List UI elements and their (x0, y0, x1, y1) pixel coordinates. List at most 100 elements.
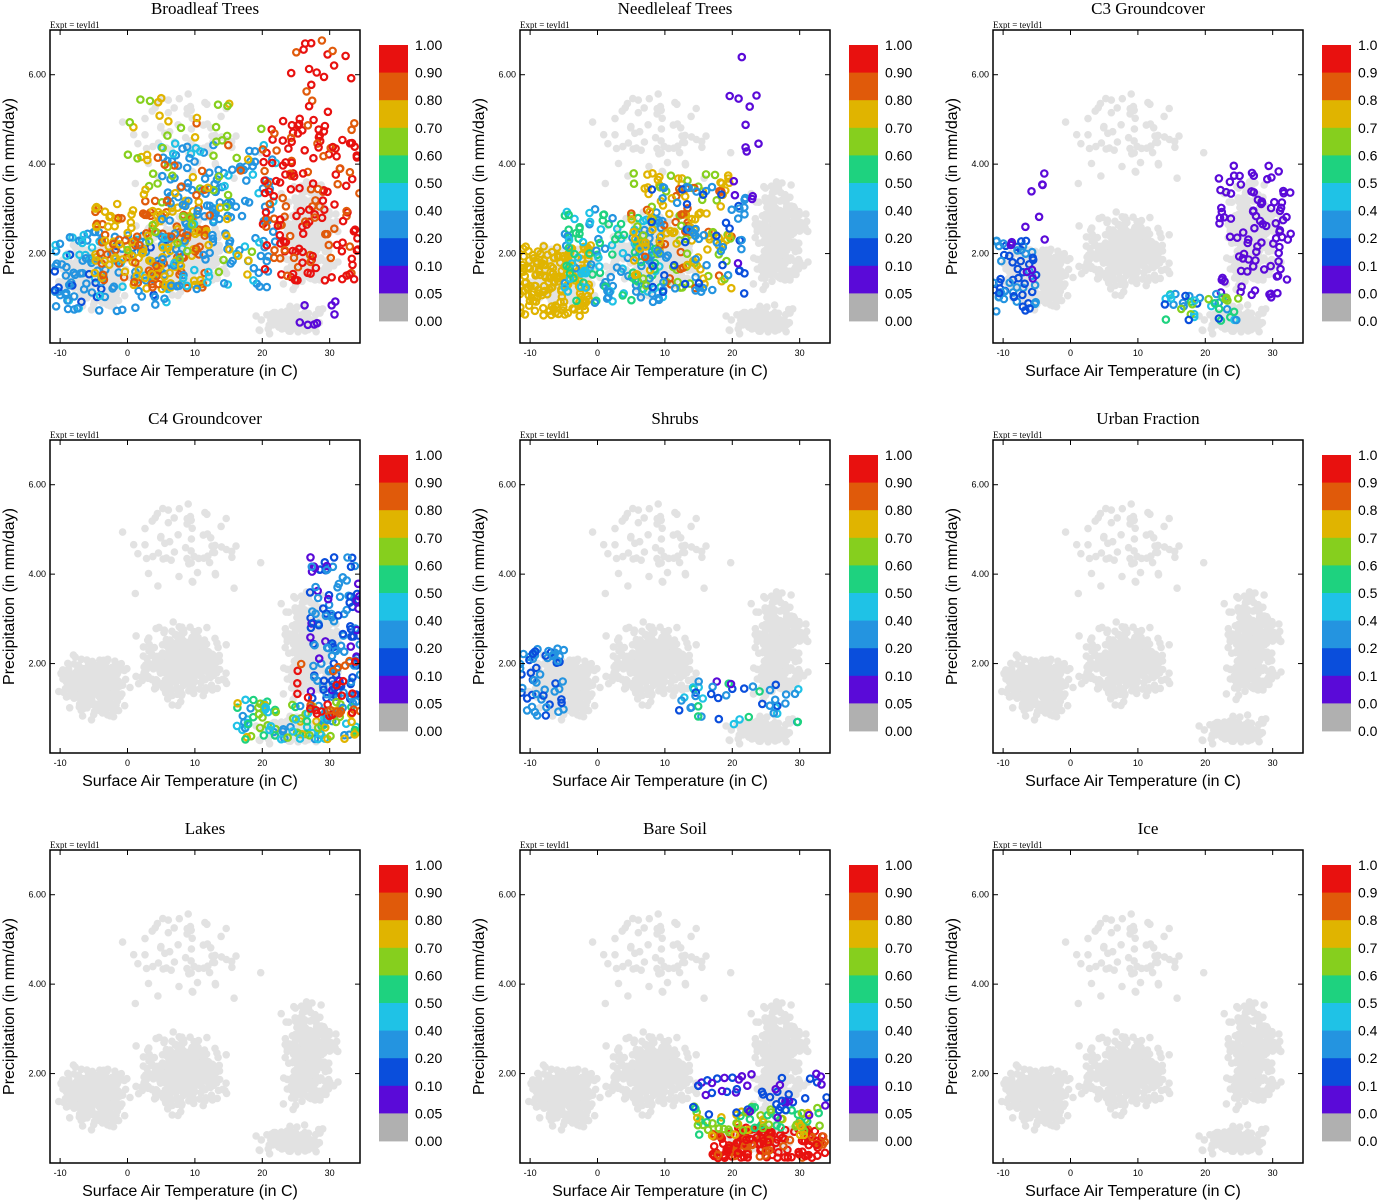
data-point (270, 129, 279, 138)
x-tick-label: 30 (325, 348, 335, 358)
data-point (742, 147, 752, 156)
data-point (281, 170, 290, 179)
background-point (766, 264, 775, 273)
data-point (203, 183, 213, 193)
data-point (707, 182, 717, 192)
data-point (191, 244, 201, 254)
data-point (260, 176, 269, 186)
data-point (148, 206, 158, 216)
data-point (298, 229, 308, 239)
data-point (297, 126, 307, 135)
background-point (291, 221, 300, 230)
data-point (599, 210, 608, 220)
data-point (260, 166, 269, 176)
colorbar-label: 0.80 (415, 92, 442, 108)
background-point (777, 266, 785, 274)
data-point (703, 245, 712, 254)
colorbar-label: 0.90 (885, 65, 912, 81)
colorbar-label: 0.05 (885, 285, 912, 301)
data-point (81, 253, 91, 263)
background-point (303, 312, 312, 321)
data-point (524, 301, 534, 310)
colorbar: 1.000.900.800.700.600.500.400.200.100.05… (379, 37, 442, 329)
data-point (648, 169, 657, 178)
data-point (524, 246, 533, 256)
data-point (108, 284, 117, 293)
data-point (581, 268, 591, 278)
background-point (697, 137, 706, 146)
data-point (672, 198, 682, 208)
background-point (1088, 224, 1096, 232)
data-point (659, 277, 668, 287)
data-point (249, 263, 259, 273)
background-point (749, 254, 758, 262)
background-point (795, 207, 803, 216)
background-point (759, 230, 768, 239)
data-point (173, 161, 183, 171)
data-point (142, 210, 152, 220)
background-point (726, 326, 734, 335)
data-point (669, 260, 679, 270)
background-point (215, 241, 224, 250)
data-point (637, 261, 646, 271)
data-point (539, 310, 548, 320)
colorbar-swatch (849, 155, 878, 184)
data-point (670, 283, 680, 293)
colorbar-swatch (849, 265, 878, 294)
data-point (204, 267, 213, 277)
data-point (323, 107, 333, 117)
background-point (680, 132, 689, 140)
background-point (675, 148, 684, 157)
data-point (243, 270, 252, 279)
data-point (311, 263, 321, 273)
data-point (110, 253, 119, 263)
colorbar-swatch (849, 238, 878, 267)
data-point (694, 209, 703, 219)
data-point (654, 295, 664, 305)
data-point (286, 68, 296, 78)
background-point (768, 188, 777, 197)
data-point (233, 251, 243, 261)
colorbar-label: 0.50 (885, 175, 912, 191)
data-point (224, 171, 233, 180)
data-point (629, 169, 639, 178)
data-point (148, 279, 157, 289)
x-tick-label: 0 (125, 348, 130, 358)
x-tick-label: 20 (257, 348, 267, 358)
background-point (134, 139, 142, 148)
background-point (1112, 208, 1120, 216)
data-point (353, 245, 360, 254)
data-point (222, 214, 232, 224)
background-point (773, 312, 782, 321)
background-point (599, 130, 608, 139)
background-point (156, 124, 165, 132)
data-point (157, 214, 167, 224)
data-point (79, 284, 89, 294)
background-point (766, 234, 774, 242)
background-point (771, 203, 779, 212)
data-point (666, 171, 676, 181)
data-point (163, 188, 173, 197)
background-point (168, 291, 176, 299)
data-point (655, 218, 664, 227)
data-point (697, 195, 707, 205)
background-point (602, 262, 610, 271)
data-point (585, 208, 594, 218)
background-point (149, 142, 157, 151)
data-point (94, 306, 104, 315)
data-point (326, 253, 336, 263)
background-point (218, 265, 227, 274)
data-point (244, 256, 253, 265)
data-point (647, 185, 657, 194)
data-point (312, 68, 322, 77)
data-point (716, 246, 726, 256)
data-point (564, 210, 574, 220)
data-point (69, 292, 79, 301)
data-point (177, 182, 186, 191)
colorbar-label: 0.70 (415, 120, 442, 136)
data-point (575, 224, 584, 234)
data-point (520, 310, 530, 319)
data-point (539, 242, 549, 251)
background-point (751, 214, 760, 223)
data-point (552, 243, 562, 253)
